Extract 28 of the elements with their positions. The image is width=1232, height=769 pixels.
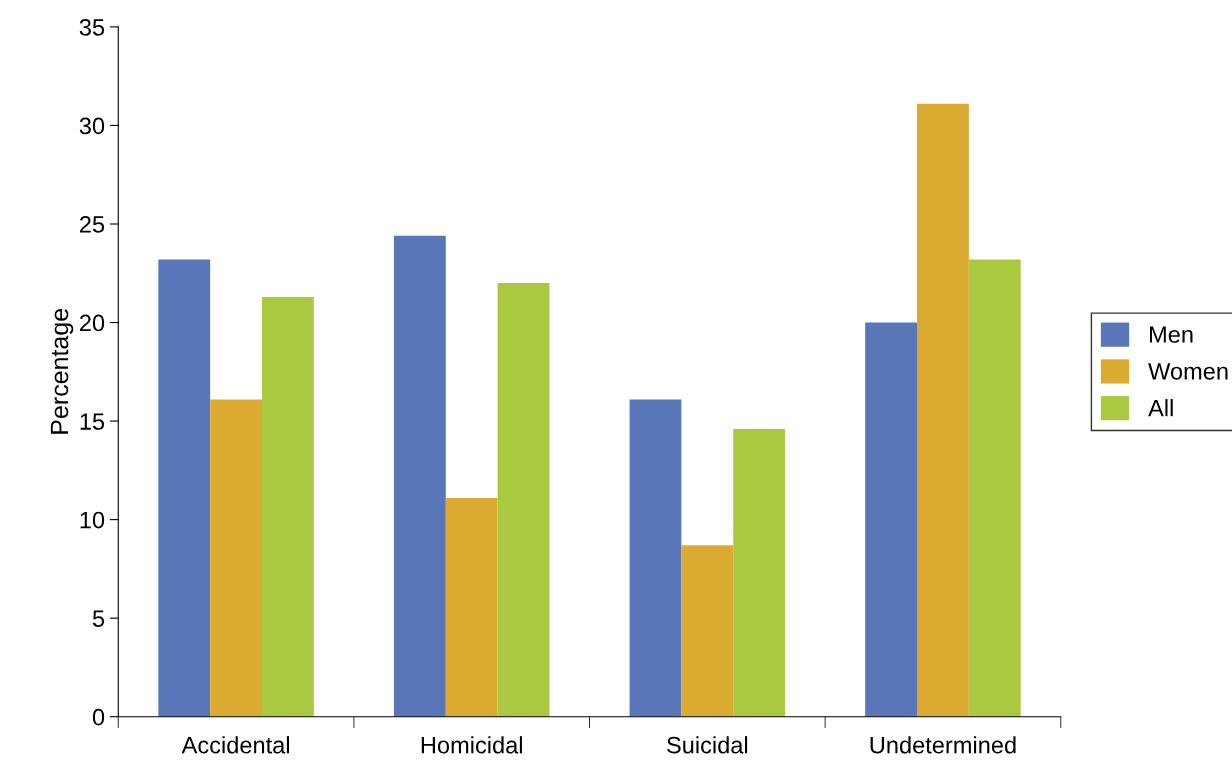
bar — [733, 428, 786, 717]
bar — [393, 235, 446, 717]
bar — [158, 259, 211, 717]
legend-label: All — [1148, 399, 1173, 417]
y-tick-label: 5 — [92, 610, 105, 627]
x-tick-label: Undetermined — [870, 736, 1016, 754]
x-tick-label: Suicidal — [667, 736, 748, 754]
bar — [629, 399, 682, 717]
bar — [968, 259, 1021, 717]
bar — [210, 399, 262, 717]
bar — [681, 545, 734, 717]
bar — [262, 296, 314, 717]
bar — [445, 497, 498, 717]
legend-label: Men — [1150, 326, 1193, 343]
bar — [865, 322, 918, 717]
y-tick-label: 25 — [80, 216, 105, 233]
legend-label: Women — [1148, 363, 1228, 380]
x-tick-label: Accidental — [181, 736, 289, 754]
bar — [917, 103, 969, 717]
y-tick-label: 10 — [80, 511, 105, 529]
y-axis-title: Percentage — [50, 308, 74, 434]
y-tick-label: 15 — [80, 413, 105, 430]
y-tick-label: 30 — [79, 117, 105, 135]
y-tick-label: 0 — [92, 708, 105, 726]
y-tick-label: 20 — [80, 314, 105, 332]
x-tick-label: Homicidal — [421, 736, 522, 754]
y-tick-label: 35 — [79, 18, 105, 36]
bar — [497, 283, 550, 717]
